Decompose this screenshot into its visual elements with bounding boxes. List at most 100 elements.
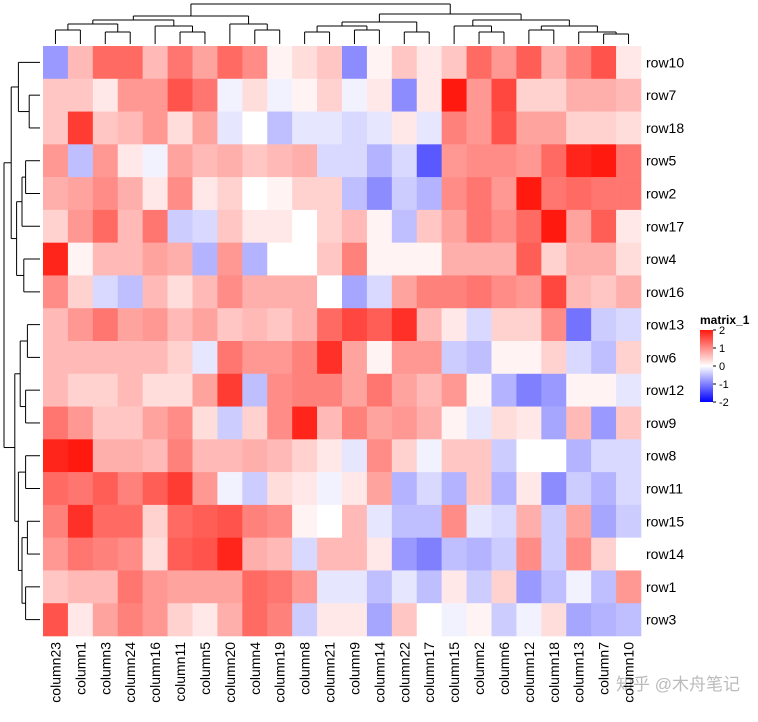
heatmap-cell (491, 144, 517, 178)
heatmap-cell (541, 144, 567, 178)
heatmap-cell (616, 78, 642, 112)
column-label: column18 (546, 642, 562, 703)
heatmap-cell (516, 406, 542, 440)
heatmap-cell (566, 78, 592, 112)
column-label: column7 (596, 642, 612, 695)
heatmap-cell (591, 111, 617, 145)
heatmap-cell (516, 46, 542, 80)
heatmap-cell (92, 308, 119, 342)
legend-title: matrix_1 (700, 313, 750, 327)
heatmap-cell (267, 439, 293, 473)
legend-tick-label: -2 (719, 397, 729, 409)
heatmap-cell (317, 46, 343, 80)
heatmap-cell (242, 570, 268, 604)
column-label: column13 (571, 642, 587, 703)
heatmap-cell (491, 78, 517, 112)
heatmap-cell (142, 308, 168, 342)
heatmap-cell (516, 275, 542, 309)
heatmap-cell (391, 603, 418, 637)
heatmap-cell (267, 111, 293, 145)
heatmap-cell (217, 504, 243, 538)
heatmap-cell (491, 275, 517, 309)
heatmap-cell (67, 209, 94, 243)
heatmap-cell (342, 472, 368, 506)
heatmap-cell (92, 570, 119, 604)
legend-tick-label: 0 (719, 361, 725, 373)
heatmap-cell (391, 144, 418, 178)
row-label: row3 (646, 612, 677, 628)
heatmap-cell (167, 111, 193, 145)
heatmap-cell (242, 111, 268, 145)
heatmap-cell (267, 504, 293, 538)
heatmap-cell (92, 406, 119, 440)
row-label: row2 (646, 186, 677, 202)
heatmap-cell (491, 537, 517, 571)
heatmap-cell (441, 308, 467, 342)
heatmap-cell (366, 46, 393, 80)
heatmap-cell (43, 144, 69, 178)
heatmap-cell (43, 78, 69, 112)
heatmap-cell (317, 406, 343, 440)
heatmap-cell (516, 570, 542, 604)
heatmap-cell (267, 308, 293, 342)
heatmap-cell (292, 439, 318, 473)
heatmap-cell (192, 406, 218, 440)
column-label: column22 (396, 642, 412, 703)
heatmap-cell (591, 472, 617, 506)
heatmap-cell (616, 472, 642, 506)
heatmap-cell (242, 242, 268, 276)
heatmap-cell (441, 341, 467, 375)
heatmap-cell (591, 570, 617, 604)
heatmap-cell (167, 209, 193, 243)
heatmap-cell (292, 308, 318, 342)
column-label: column20 (222, 642, 238, 703)
heatmap-cell (292, 570, 318, 604)
heatmap-cell (591, 144, 617, 178)
heatmap-cell (217, 603, 243, 637)
heatmap-cell (117, 341, 143, 375)
heatmap-cell (142, 78, 168, 112)
heatmap-cell (192, 144, 218, 178)
heatmap-cell (566, 111, 592, 145)
heatmap-cell (342, 341, 368, 375)
heatmap-cell (342, 111, 368, 145)
heatmap-cell (591, 537, 617, 571)
heatmap-cell (92, 177, 119, 211)
heatmap-cell (416, 603, 442, 637)
heatmap-cell (566, 537, 592, 571)
heatmap-cell (366, 78, 393, 112)
heatmap-cell (516, 209, 542, 243)
heatmap-cell (67, 341, 94, 375)
heatmap-cell (267, 144, 293, 178)
heatmap-cell (591, 504, 617, 538)
heatmap-cell (366, 275, 393, 309)
heatmap-cell (416, 275, 442, 309)
heatmap-cell (366, 373, 393, 407)
heatmap-cell (566, 373, 592, 407)
heatmap-cell (366, 242, 393, 276)
heatmap-cell (67, 46, 94, 80)
heatmap-cell (391, 406, 418, 440)
heatmap-cell (616, 537, 642, 571)
heatmap-cell (267, 242, 293, 276)
heatmap-cell (516, 603, 542, 637)
heatmap-cell (292, 209, 318, 243)
heatmap-cell (416, 472, 442, 506)
heatmap-cell (317, 209, 343, 243)
heatmap-cell (516, 439, 542, 473)
heatmap-cell (342, 373, 368, 407)
heatmap-cell (292, 537, 318, 571)
heatmap-cell (242, 472, 268, 506)
heatmap-cell (43, 209, 69, 243)
heatmap-cell (292, 144, 318, 178)
row-label: row6 (646, 349, 677, 365)
heatmap-cell (142, 570, 168, 604)
heatmap-cell (92, 209, 119, 243)
heatmap-cell (292, 603, 318, 637)
heatmap-cell (441, 177, 467, 211)
column-label: column23 (47, 642, 63, 703)
heatmap-cell (441, 472, 467, 506)
heatmap-cell (541, 177, 567, 211)
heatmap-cell (541, 275, 567, 309)
